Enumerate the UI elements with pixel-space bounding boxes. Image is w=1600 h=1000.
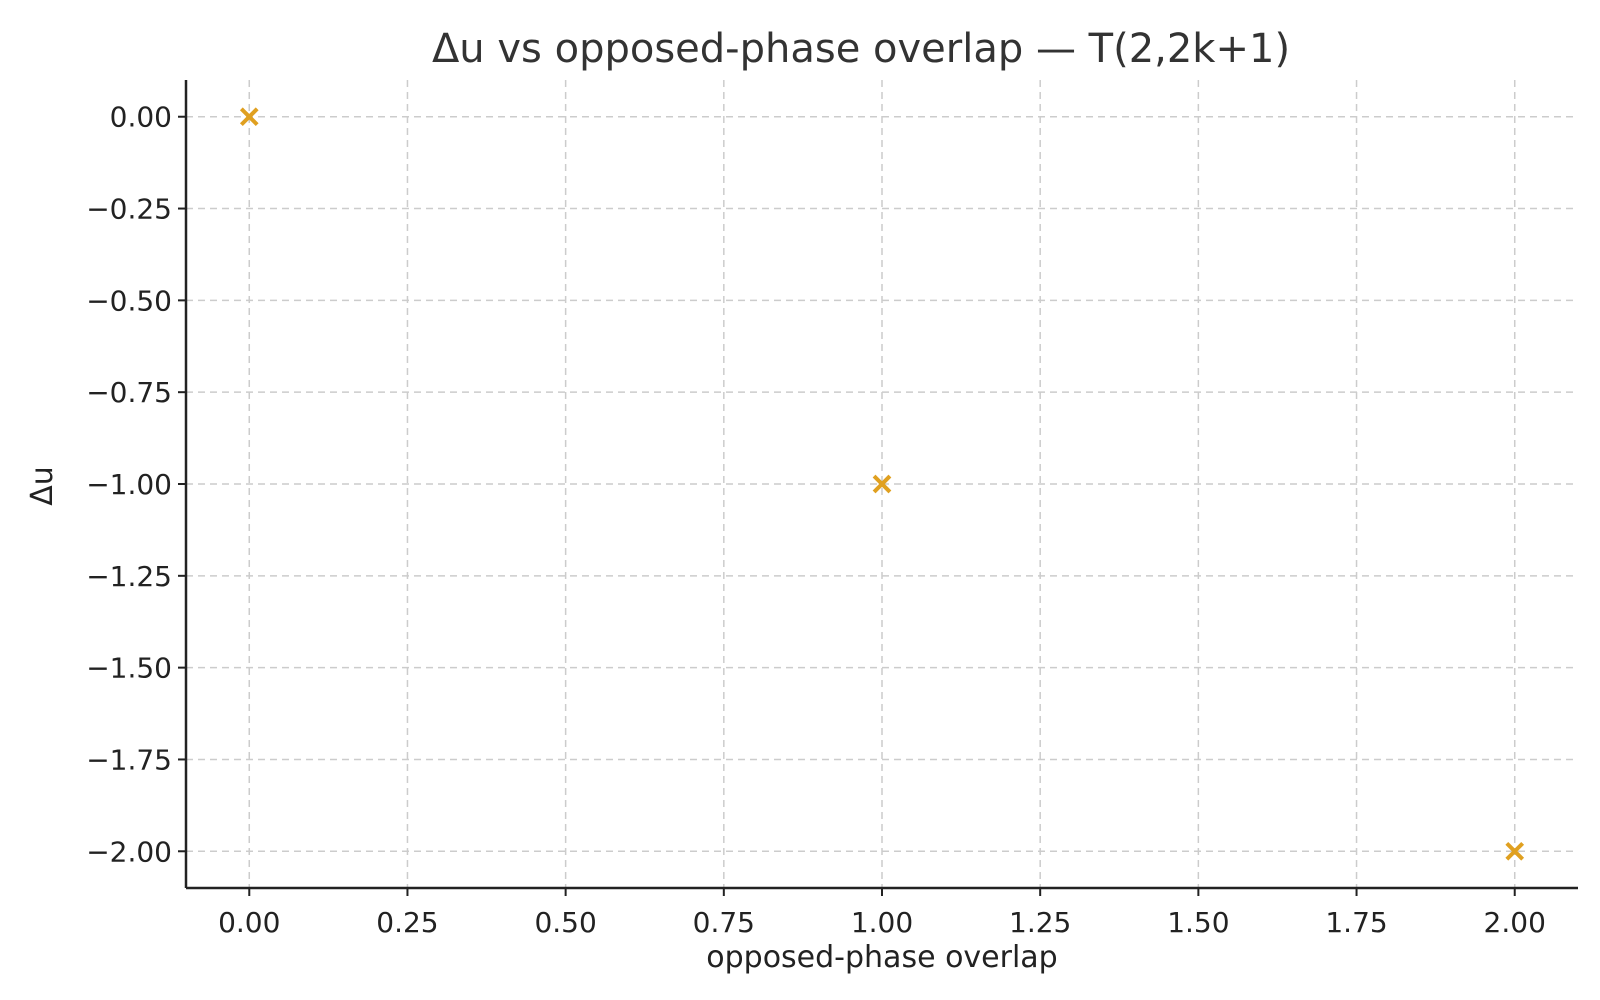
- y-tick-label: −1.00: [86, 468, 172, 501]
- x-tick-label: 0.00: [218, 906, 280, 939]
- y-ticks: 0.00 −0.25 −0.50 −0.75 −1.00 −1.25 −1.50 −1.75 −…: [86, 101, 186, 868]
- x-tick-label: 1.25: [1009, 906, 1071, 939]
- x-tick-label: 0.75: [693, 906, 755, 939]
- x-tick-label: 1.00: [851, 906, 913, 939]
- y-tick-label: −0.25: [86, 193, 172, 226]
- x-tick-label: 1.50: [1167, 906, 1229, 939]
- y-axis-label: Δu: [25, 466, 60, 506]
- data-point: [1505, 841, 1525, 861]
- y-tick-label: −1.75: [86, 743, 172, 776]
- x-tick-label: 2.00: [1484, 906, 1546, 939]
- chart-title: Δu vs opposed-phase overlap — T(2,2k+1): [432, 26, 1290, 72]
- data-point: [872, 474, 892, 494]
- grid: [186, 80, 1578, 888]
- y-tick-label: −0.75: [86, 376, 172, 409]
- y-tick-label: −1.50: [86, 652, 172, 685]
- data-points: [239, 107, 1525, 861]
- x-tick-label: 1.75: [1325, 906, 1387, 939]
- data-point: [239, 107, 259, 127]
- x-axis-label: opposed-phase overlap: [706, 940, 1057, 975]
- y-tick-label: −0.50: [86, 284, 172, 317]
- y-tick-label: 0.00: [110, 101, 172, 134]
- y-tick-label: −1.25: [86, 560, 172, 593]
- x-ticks: 0.00 0.25 0.50 0.75 1.00 1.25 1.50 1.75 2.00: [218, 888, 1546, 939]
- y-tick-label: −2.00: [86, 835, 172, 868]
- x-tick-label: 0.25: [376, 906, 438, 939]
- x-tick-label: 0.50: [534, 906, 596, 939]
